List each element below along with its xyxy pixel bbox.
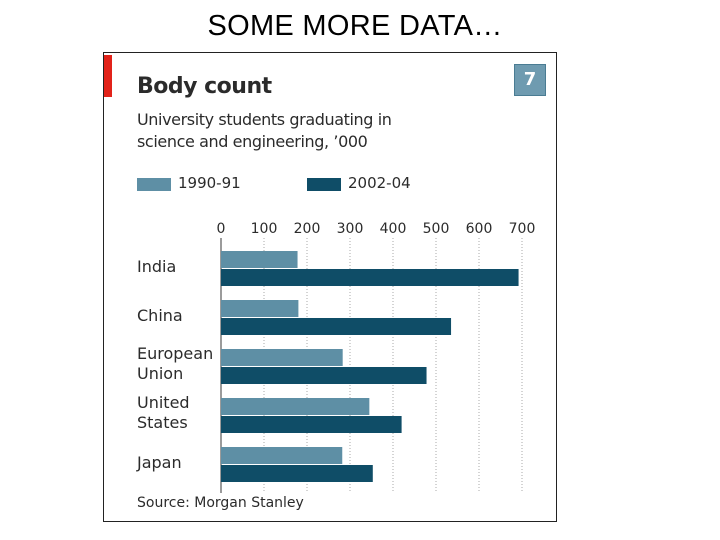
x-tick-label: 400: [380, 221, 407, 237]
bar-2002-04: [221, 465, 373, 482]
category-label: India: [137, 257, 176, 276]
subtitle-line: science and engineering, ’000: [137, 132, 368, 151]
x-tick-label: 500: [423, 221, 450, 237]
bar-1990-91: [221, 300, 299, 317]
category-label: China: [137, 306, 183, 325]
bar-1990-91: [221, 398, 370, 415]
x-tick-label: 200: [294, 221, 321, 237]
legend-label: 2002-04: [348, 174, 411, 192]
bar-1990-91: [221, 349, 343, 366]
x-tick-label: 300: [337, 221, 364, 237]
x-tick-label: 100: [251, 221, 278, 237]
x-tick-label: 0: [217, 221, 226, 237]
chart-title: Body count: [137, 74, 272, 99]
category-label: United: [137, 393, 190, 412]
category-label: States: [137, 413, 188, 432]
slide-title: SOME MORE DATA…: [207, 10, 503, 42]
legend-label: 1990-91: [178, 174, 241, 192]
bar-1990-91: [221, 251, 298, 268]
chart-subtitle: University students graduating in scienc…: [137, 109, 437, 153]
accent-bar: [104, 55, 112, 97]
category-label: Japan: [136, 453, 182, 472]
bar-2002-04: [221, 416, 402, 433]
bar-2002-04: [221, 318, 452, 335]
bar-2002-04: [221, 367, 427, 384]
bar-2002-04: [221, 269, 519, 286]
x-tick-label: 700: [509, 221, 536, 237]
category-label: Union: [137, 364, 183, 383]
legend-swatch: [137, 178, 171, 191]
category-label: European: [137, 344, 213, 363]
chart-figure: Body count University students graduatin…: [103, 52, 557, 522]
bar-plot: 0 100 200 300 400 500 600 700 India China European…: [136, 221, 536, 493]
bar-1990-91: [221, 447, 343, 464]
x-tick-label: 600: [466, 221, 493, 237]
legend-swatch: [307, 178, 341, 191]
source-note: Source: Morgan Stanley: [137, 495, 304, 511]
subtitle-line: University students graduating in: [137, 110, 392, 129]
chart-number-badge: 7: [514, 64, 546, 96]
